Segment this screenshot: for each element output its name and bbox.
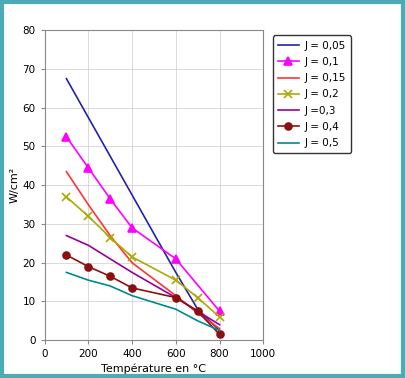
J = 0,5 <box>217 328 222 333</box>
Line: J = 0,15: J = 0,15 <box>66 172 220 328</box>
J = 0,05 <box>108 154 113 158</box>
J = 0,1 <box>64 135 69 139</box>
X-axis label: Température en °C: Température en °C <box>101 363 207 374</box>
Line: J = 0,2: J = 0,2 <box>62 193 224 321</box>
J = 0,4 <box>86 264 91 269</box>
J = 0,05 <box>86 115 91 120</box>
Line: J = 0,1: J = 0,1 <box>62 133 224 315</box>
J = 0,4 <box>130 286 134 290</box>
J = 0,5 <box>108 284 113 288</box>
J = 0,15 <box>173 293 178 298</box>
J =0,3 <box>64 233 69 238</box>
J = 0,2 <box>108 235 113 240</box>
J = 0,5 <box>64 270 69 275</box>
J = 0,15 <box>195 311 200 315</box>
J = 0,5 <box>130 293 134 298</box>
J = 0,05 <box>195 307 200 311</box>
J = 0,1 <box>173 257 178 261</box>
J = 0,2 <box>130 255 134 259</box>
J =0,3 <box>108 257 113 261</box>
J = 0,5 <box>86 278 91 282</box>
J = 0,1 <box>86 166 91 170</box>
J = 0,1 <box>130 226 134 230</box>
J = 0,2 <box>195 295 200 300</box>
J =0,3 <box>195 309 200 313</box>
Line: J =0,3: J =0,3 <box>66 235 220 325</box>
J = 0,05 <box>217 328 222 333</box>
J = 0,15 <box>86 202 91 207</box>
J = 0,5 <box>173 307 178 311</box>
J = 0,15 <box>217 326 222 331</box>
Line: J = 0,4: J = 0,4 <box>63 251 223 338</box>
J = 0,05 <box>173 270 178 275</box>
J = 0,05 <box>64 76 69 81</box>
Line: J = 0,05: J = 0,05 <box>66 79 220 330</box>
J = 0,2 <box>217 314 222 319</box>
J = 0,4 <box>173 295 178 300</box>
J = 0,4 <box>217 332 222 337</box>
J = 0,2 <box>86 214 91 218</box>
J =0,3 <box>173 295 178 300</box>
J = 0,2 <box>173 278 178 282</box>
J =0,3 <box>217 322 222 327</box>
J = 0,2 <box>64 195 69 199</box>
J = 0,15 <box>108 233 113 238</box>
J = 0,05 <box>130 193 134 197</box>
J = 0,1 <box>108 197 113 201</box>
J = 0,4 <box>64 253 69 257</box>
J = 0,4 <box>195 309 200 313</box>
Legend: J = 0,05, J = 0,1, J = 0,15, J = 0,2, J =0,3, J = 0,4, J = 0,5: J = 0,05, J = 0,1, J = 0,15, J = 0,2, J … <box>273 36 351 153</box>
J =0,3 <box>86 243 91 248</box>
J = 0,1 <box>217 309 222 313</box>
J = 0,4 <box>108 274 113 279</box>
Line: J = 0,5: J = 0,5 <box>66 273 220 330</box>
J = 0,05 <box>151 231 156 236</box>
J =0,3 <box>130 270 134 275</box>
J = 0,15 <box>130 260 134 265</box>
Y-axis label: W/cm²: W/cm² <box>10 167 19 203</box>
J = 0,15 <box>64 169 69 174</box>
J = 0,5 <box>195 319 200 323</box>
